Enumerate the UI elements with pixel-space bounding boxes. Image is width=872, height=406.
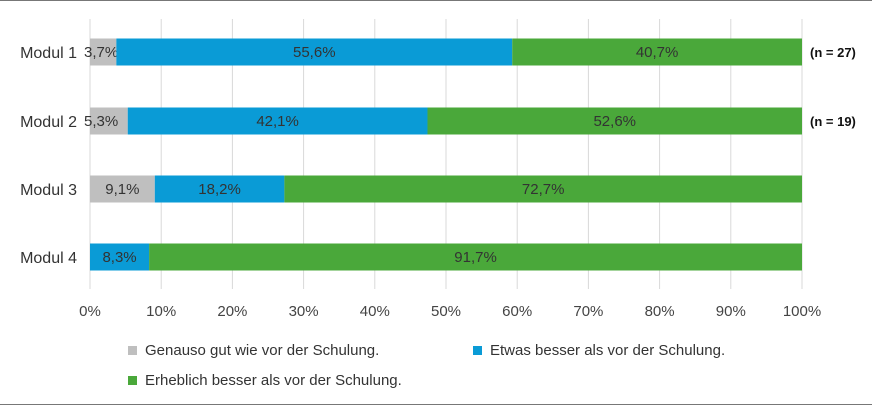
- segment-label: 55,6%: [293, 44, 336, 61]
- row-notes: (n = 27) (n = 19): [810, 45, 856, 129]
- bar-segment: [149, 243, 802, 271]
- x-tick-label: 50%: [431, 303, 461, 320]
- segment-label: 5,3%: [84, 113, 118, 130]
- segment-label: 40,7%: [636, 44, 679, 61]
- segment-label: 8,3%: [102, 249, 136, 266]
- x-tick-label: 80%: [645, 303, 675, 320]
- bar-segment: [127, 107, 428, 135]
- bar-segment: [90, 175, 155, 203]
- segment-label: 42,1%: [256, 113, 299, 130]
- bar-segment: [427, 107, 802, 135]
- segment-label: 52,6%: [593, 113, 636, 130]
- segment-label: 3,7%: [84, 44, 118, 61]
- category-labels: Modul 1 Modul 2 Modul 3 Modul 4: [20, 45, 77, 267]
- segment-label: 91,7%: [454, 249, 497, 266]
- bar-segment: [154, 175, 285, 203]
- segment-label: 9,1%: [105, 181, 139, 198]
- x-tick-label: 40%: [360, 303, 390, 320]
- bar-segment: [512, 38, 802, 66]
- bar-segment: [284, 175, 803, 203]
- x-tick-label: 10%: [146, 303, 176, 320]
- category-label: Modul 2: [20, 114, 77, 131]
- bar-segment: [90, 38, 117, 66]
- x-tick-label: 60%: [502, 303, 532, 320]
- legend-label: Erheblich besser als vor der Schulung.: [145, 372, 402, 389]
- legend-label: Genauso gut wie vor der Schulung.: [145, 342, 379, 359]
- bars: 3,7% 55,6% 40,7% 5,3% 42,1% 52,6% 9,1% 18,2% 72,…: [84, 38, 803, 271]
- x-tick-labels: 0% 10% 20% 30% 40% 50% 60% 70% 80% 90% 100%: [79, 303, 821, 320]
- x-tick-label: 20%: [217, 303, 247, 320]
- x-tick-label: 0%: [79, 303, 101, 320]
- legend-swatch: [473, 346, 482, 355]
- x-tick-label: 100%: [783, 303, 821, 320]
- legend: Genauso gut wie vor der Schulung. Etwas b…: [128, 342, 725, 389]
- row-note: (n = 27): [810, 45, 856, 60]
- category-label: Modul 1: [20, 45, 77, 62]
- x-tick-label: 30%: [289, 303, 319, 320]
- segment-label: 18,2%: [198, 181, 241, 198]
- x-tick-label: 90%: [716, 303, 746, 320]
- segment-label: 72,7%: [522, 181, 565, 198]
- bar-segment: [90, 107, 128, 135]
- category-label: Modul 4: [20, 250, 77, 267]
- x-tick-label: 70%: [573, 303, 603, 320]
- bar-segment: [90, 243, 150, 271]
- row-note: (n = 19): [810, 114, 856, 129]
- legend-label: Etwas besser als vor der Schulung.: [490, 342, 725, 359]
- legend-swatch: [128, 376, 137, 385]
- category-label: Modul 3: [20, 182, 77, 199]
- legend-swatch: [128, 346, 137, 355]
- bar-segment: [116, 38, 513, 66]
